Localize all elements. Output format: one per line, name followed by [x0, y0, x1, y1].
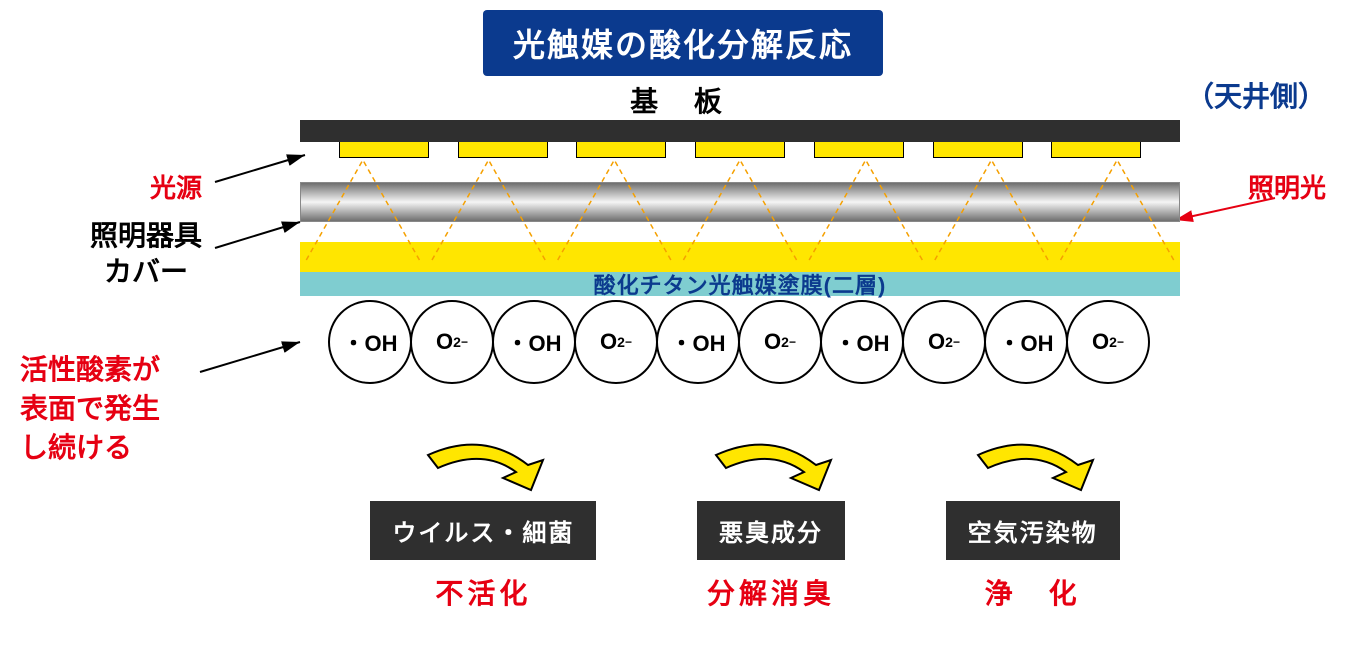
label-illumination-light: 照明光	[1248, 168, 1326, 205]
molecule-row: ・OHO2−・OHO2−・OHO2−・OHO2−・OHO2−	[300, 300, 1180, 384]
curved-arrow-icon	[963, 440, 1103, 495]
title-banner: 光触媒の酸化分解反応	[483, 10, 883, 76]
effect-box: 悪臭成分	[697, 501, 845, 560]
substrate-bar	[300, 120, 1180, 142]
effect-column: 空気汚染物浄 化	[946, 440, 1120, 612]
molecule-circle: ・OH	[656, 300, 740, 384]
label-active-oxy-l3: し続ける	[20, 432, 132, 463]
effects-row: ウイルス・細菌不活化悪臭成分分解消臭空気汚染物浄 化	[320, 440, 1170, 612]
effect-result: 浄 化	[985, 572, 1081, 612]
effect-column: 悪臭成分分解消臭	[697, 440, 845, 612]
led-light	[458, 142, 548, 158]
ceiling-side-label: （天井側）	[1186, 75, 1326, 115]
curved-arrow-icon	[413, 440, 553, 495]
led-light	[814, 142, 904, 158]
led-light	[695, 142, 785, 158]
molecule-circle: O2−	[574, 300, 658, 384]
molecule-circle: ・OH	[820, 300, 904, 384]
lighting-cover-bar	[300, 182, 1180, 222]
effect-box: 空気汚染物	[946, 501, 1120, 560]
label-cover-line1: 照明器具	[90, 220, 202, 251]
led-row	[300, 142, 1180, 162]
effect-column: ウイルス・細菌不活化	[370, 440, 596, 612]
coating-cyan-layer: 酸化チタン光触媒塗膜(二層)	[300, 272, 1180, 296]
curved-arrow-icon	[701, 440, 841, 495]
led-light	[933, 142, 1023, 158]
molecule-circle: ・OH	[328, 300, 412, 384]
label-cover-line2: カバー	[104, 256, 188, 287]
molecule-circle: O2−	[902, 300, 986, 384]
molecule-circle: ・OH	[984, 300, 1068, 384]
label-active-oxy-l1: 活性酸素が	[20, 354, 160, 385]
led-light	[1051, 142, 1141, 158]
effect-result: 不活化	[435, 572, 531, 612]
molecule-circle: O2−	[738, 300, 822, 384]
molecule-circle: ・OH	[492, 300, 576, 384]
label-active-oxygen: 活性酸素が 表面で発生 し続ける	[20, 350, 160, 468]
effect-box: ウイルス・細菌	[370, 501, 596, 560]
label-active-oxy-l2: 表面で発生	[20, 393, 160, 424]
molecule-circle: O2−	[1066, 300, 1150, 384]
molecule-circle: O2−	[410, 300, 494, 384]
diagram-stage: 酸化チタン光触媒塗膜(二層) ・OHO2−・OHO2−・OHO2−・OHO2−・…	[300, 120, 1180, 384]
substrate-label: 基 板	[630, 80, 736, 120]
effect-result: 分解消臭	[707, 572, 835, 612]
label-cover: 照明器具 カバー	[90, 218, 202, 291]
led-light	[339, 142, 429, 158]
label-light-source: 光源	[150, 168, 202, 205]
led-light	[576, 142, 666, 158]
coating-label: 酸化チタン光触媒塗膜(二層)	[594, 268, 887, 300]
